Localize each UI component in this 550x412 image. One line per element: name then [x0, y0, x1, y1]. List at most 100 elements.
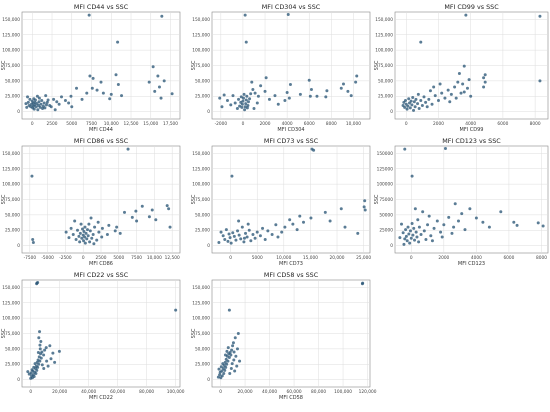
y-tick-label: 75,000	[378, 63, 393, 69]
data-point	[422, 229, 426, 233]
data-point	[42, 353, 46, 357]
x-tick-label: -2000	[215, 121, 228, 127]
data-point	[29, 376, 33, 380]
data-point	[79, 222, 83, 226]
data-point	[414, 230, 418, 234]
data-point	[253, 236, 257, 240]
data-point	[85, 91, 89, 95]
data-point	[465, 86, 469, 90]
data-point	[41, 104, 45, 108]
y-tick-label: 150,000	[192, 151, 210, 157]
data-point	[450, 231, 454, 235]
data-point	[298, 92, 302, 96]
data-point	[410, 221, 414, 225]
data-point	[55, 100, 59, 104]
data-point	[235, 107, 239, 111]
data-point	[168, 225, 172, 229]
data-point	[108, 97, 112, 101]
data-point	[246, 100, 250, 104]
data-point	[223, 237, 227, 241]
data-point	[245, 106, 249, 110]
data-point	[452, 225, 456, 229]
data-point	[234, 238, 238, 242]
data-point	[93, 225, 97, 229]
data-point	[243, 105, 247, 109]
y-tick-label: 0	[390, 243, 393, 249]
data-point	[288, 218, 292, 222]
data-point	[97, 230, 101, 234]
data-point	[422, 95, 426, 99]
data-point	[235, 364, 239, 368]
y-tick-label: 25,000	[195, 94, 210, 100]
data-point	[402, 242, 406, 246]
data-point	[238, 359, 242, 363]
data-point	[229, 241, 233, 245]
data-point	[410, 174, 414, 178]
y-tick-label: 75,000	[195, 331, 210, 337]
data-point	[230, 348, 234, 352]
data-point	[234, 354, 238, 358]
data-point	[288, 83, 292, 87]
data-point	[28, 97, 32, 101]
data-point	[116, 83, 120, 87]
data-point	[263, 89, 267, 93]
y-tick-label: 0	[17, 243, 20, 249]
x-tick-label: 2500	[47, 121, 58, 127]
data-point	[67, 101, 71, 105]
data-point	[30, 368, 34, 372]
data-point	[280, 230, 284, 234]
data-point	[89, 216, 93, 220]
data-point	[420, 103, 424, 107]
data-point	[105, 233, 109, 237]
chart-title: MFI CD86 vs SSC	[74, 137, 129, 145]
data-point	[228, 371, 232, 375]
data-point	[162, 79, 166, 83]
data-point	[253, 91, 257, 95]
data-point	[30, 374, 34, 378]
x-tick-label: 5000	[113, 255, 124, 261]
data-point	[154, 218, 158, 222]
data-point	[483, 73, 487, 77]
data-point	[64, 230, 68, 234]
data-point	[150, 208, 154, 212]
data-point	[240, 225, 244, 229]
data-point	[360, 282, 364, 286]
data-point	[231, 94, 235, 98]
data-point	[287, 96, 291, 100]
data-point	[85, 228, 89, 232]
y-tick-label: 150,000	[2, 17, 20, 23]
data-point	[249, 92, 253, 96]
x-tick-label: 20,000	[238, 389, 253, 395]
x-tick-label: 2000	[438, 255, 449, 261]
y-tick-label: 50,000	[5, 346, 20, 352]
data-point	[432, 226, 436, 230]
data-point	[69, 226, 73, 230]
data-point	[33, 362, 37, 366]
data-point	[448, 100, 452, 104]
x-tick-label: 8000	[530, 121, 541, 127]
data-point	[60, 95, 63, 99]
x-tick-label: 7500	[86, 121, 97, 127]
chart-title: MFI CD73 vs SSC	[264, 137, 319, 145]
data-point	[417, 225, 421, 229]
data-point	[223, 360, 227, 364]
data-point	[412, 226, 416, 230]
y-tick-label: 0	[207, 109, 210, 115]
y-axis-label: SSC	[1, 60, 7, 70]
y-tick-label: 50,000	[195, 212, 210, 218]
x-tick-label: 0	[82, 255, 85, 261]
x-tick-label: 10,000	[104, 121, 119, 127]
data-point	[225, 349, 229, 353]
data-point	[354, 80, 358, 84]
data-point	[419, 40, 423, 44]
x-tick-label: 6000	[497, 121, 508, 127]
data-point	[219, 230, 223, 234]
x-axis-label: MFI CD123	[458, 261, 485, 267]
y-tick-label: 75,000	[195, 197, 210, 203]
data-point	[261, 226, 265, 230]
data-point	[233, 101, 237, 105]
data-point	[48, 103, 52, 107]
x-tick-label: 5000	[252, 255, 263, 261]
data-point	[35, 282, 39, 286]
y-tick-label: 125,000	[2, 32, 20, 38]
